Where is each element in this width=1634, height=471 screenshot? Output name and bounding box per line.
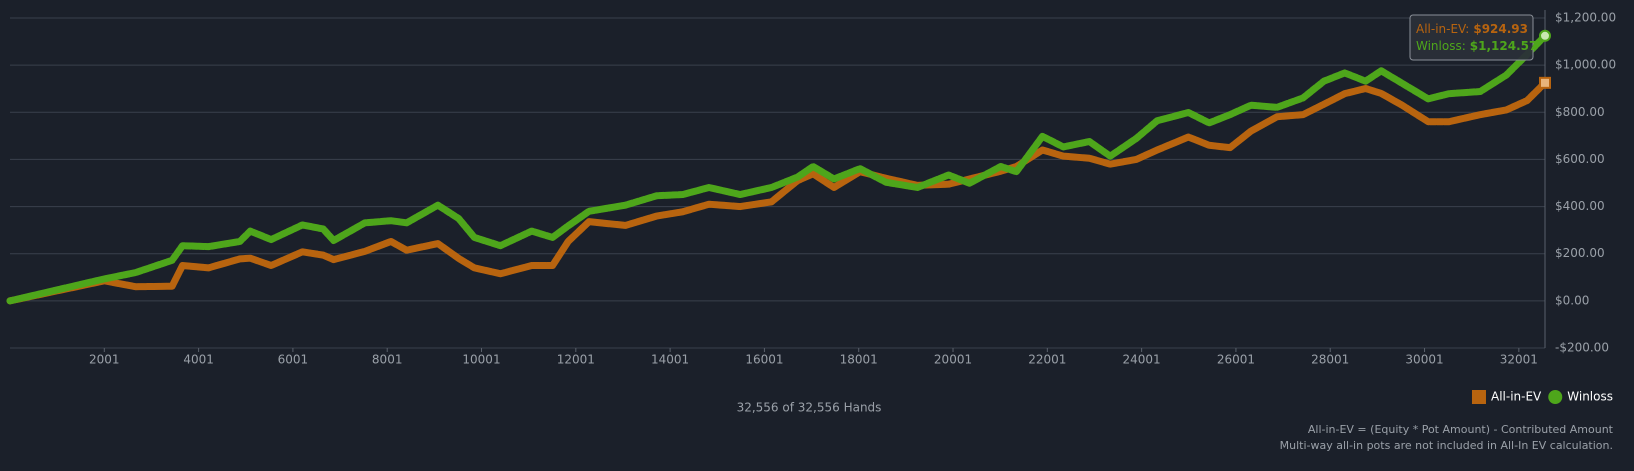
footnote: All-in-EV = (Equity * Pot Amount) - Cont… bbox=[1308, 423, 1614, 436]
tooltip-box bbox=[1409, 14, 1534, 61]
y-tick-label: $1,000.00 bbox=[1555, 58, 1616, 72]
footnote: Multi-way all-in pots are not included i… bbox=[1280, 439, 1613, 452]
end-marker bbox=[1539, 76, 1551, 89]
x-tick-label: 32001 bbox=[1500, 353, 1538, 367]
tooltip-label: All-in-EV: bbox=[1416, 22, 1469, 36]
x-tick-label: 20001 bbox=[934, 353, 972, 367]
end-marker bbox=[1539, 29, 1551, 42]
tooltip-value: $924.93 bbox=[1473, 22, 1528, 36]
x-tick-label: 6001 bbox=[278, 353, 309, 367]
x-tick-label: 2001 bbox=[89, 353, 120, 367]
x-tick-label: 28001 bbox=[1311, 353, 1349, 367]
legend-label[interactable]: Winloss bbox=[1567, 390, 1613, 404]
series-line bbox=[6, 32, 1549, 305]
legend-marker bbox=[1471, 390, 1486, 404]
tooltip-value: $1,124.57 bbox=[1470, 39, 1538, 53]
x-tick-label: 14001 bbox=[651, 353, 689, 367]
x-tick-label: 8001 bbox=[372, 353, 403, 367]
y-tick-label: -$200.00 bbox=[1555, 341, 1609, 355]
hands-count: 32,556 of 32,556 Hands bbox=[737, 401, 882, 415]
tooltip-label: Winloss: bbox=[1416, 39, 1466, 53]
x-tick-label: 24001 bbox=[1123, 353, 1161, 367]
y-tick-label: $0.00 bbox=[1555, 293, 1589, 307]
tooltip: All-in-EV: $924.93 Winloss: $1,124.57 bbox=[1409, 14, 1537, 61]
y-tick-label: $200.00 bbox=[1555, 246, 1605, 260]
x-tick-label: 18001 bbox=[840, 353, 878, 367]
x-tick-label: 10001 bbox=[462, 353, 500, 367]
x-tick-label: 26001 bbox=[1217, 353, 1255, 367]
y-tick-label: $800.00 bbox=[1555, 105, 1605, 119]
x-tick-label: 22001 bbox=[1028, 353, 1066, 367]
tooltip-line: Winloss: $1,124.57 bbox=[1416, 39, 1537, 53]
x-tick-label: 16001 bbox=[745, 353, 783, 367]
x-tick-label: 4001 bbox=[183, 353, 214, 367]
x-tick-label: 30001 bbox=[1405, 353, 1443, 367]
series-line bbox=[6, 79, 1549, 305]
y-tick-label: $1,200.00 bbox=[1555, 11, 1616, 25]
y-tick-label: $400.00 bbox=[1555, 199, 1605, 213]
y-tick-label: $600.00 bbox=[1555, 152, 1605, 166]
legend-label[interactable]: All-in-EV bbox=[1491, 390, 1542, 404]
legend-marker bbox=[1548, 390, 1563, 404]
x-tick-label: 12001 bbox=[557, 353, 595, 367]
tooltip-line: All-in-EV: $924.93 bbox=[1416, 22, 1528, 36]
